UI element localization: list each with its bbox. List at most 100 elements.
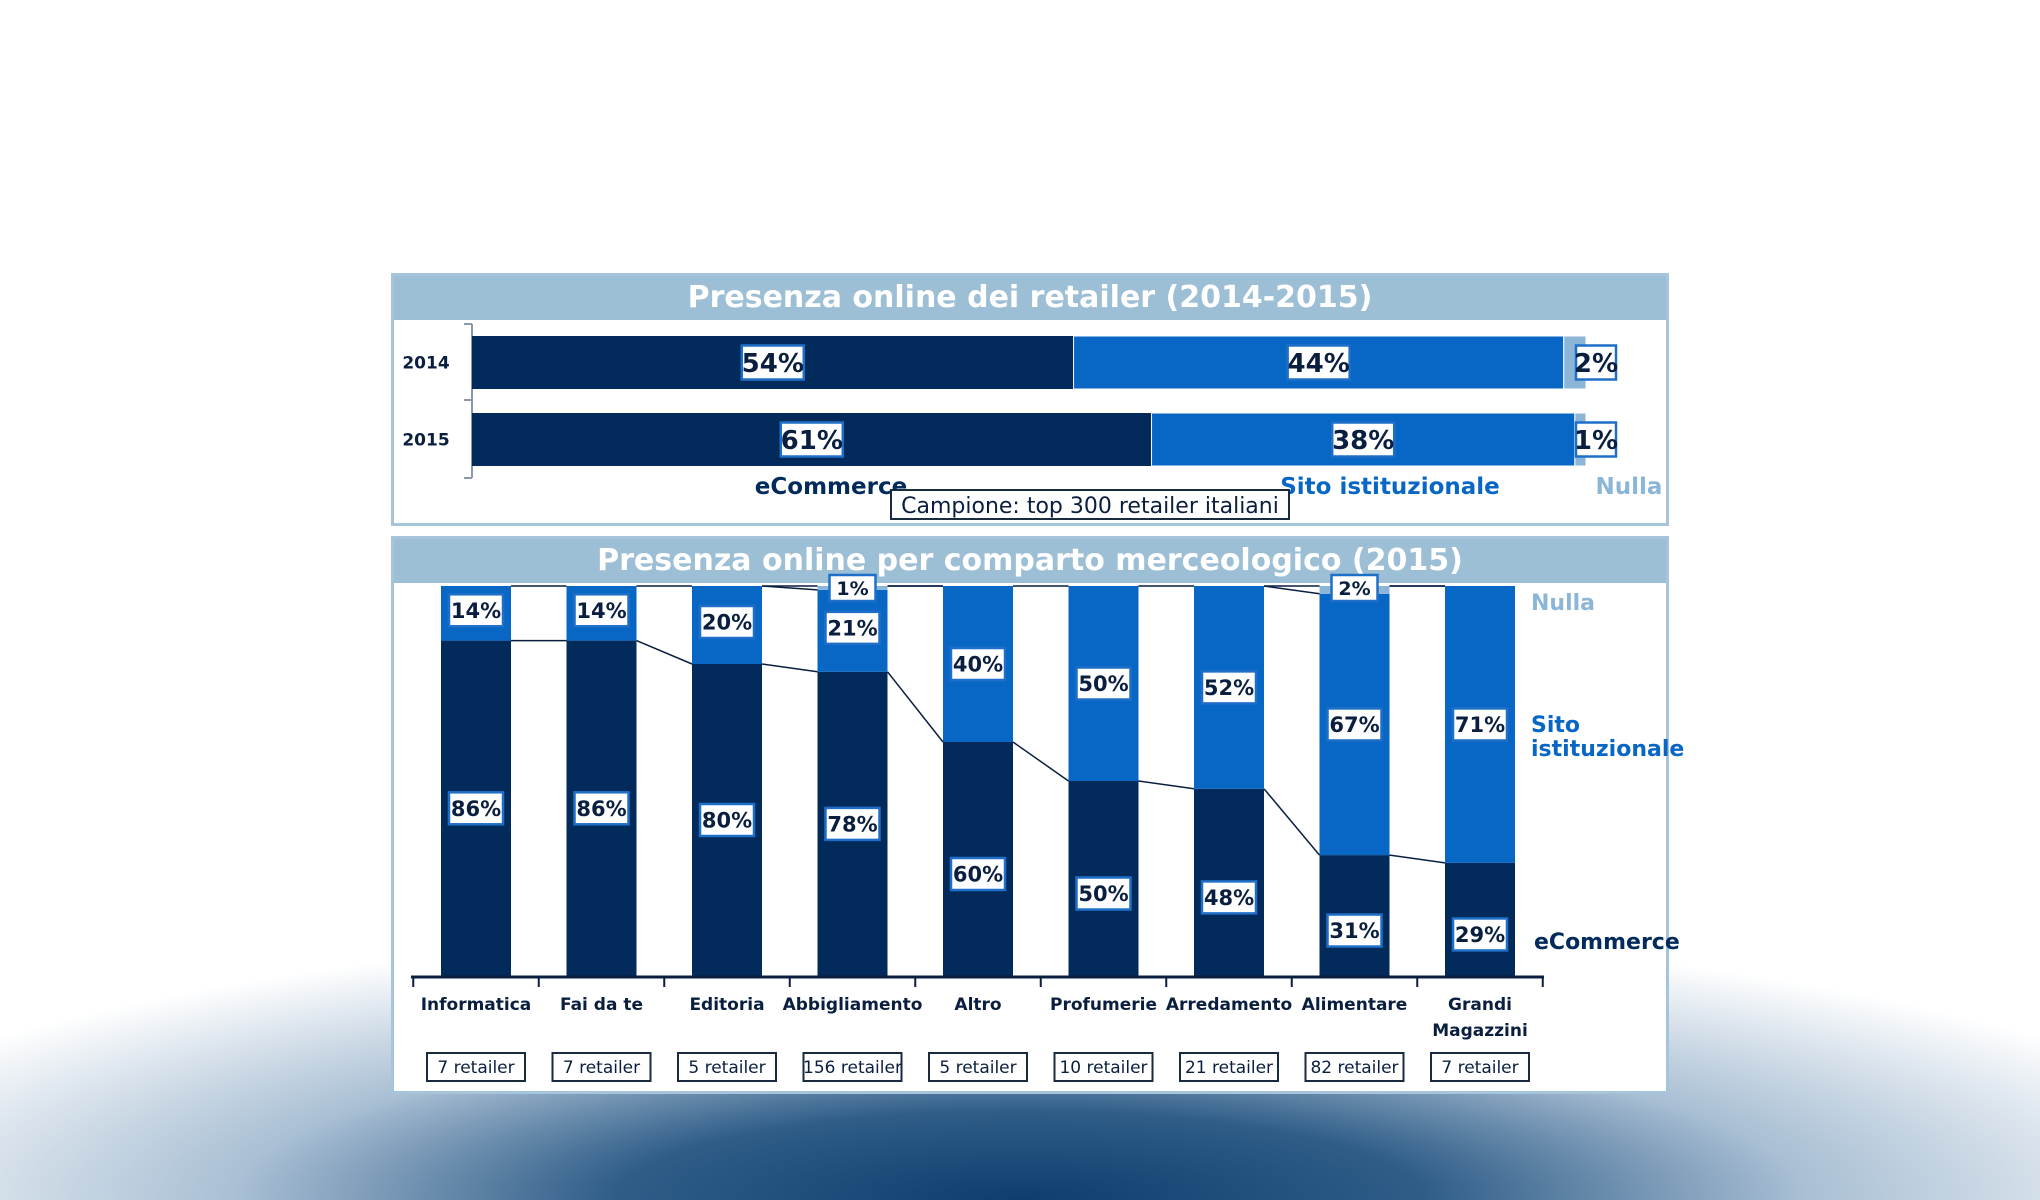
chart-panel-sectors: Presenza online per comparto merceologic… (391, 536, 1684, 1094)
legend-nulla: Nulla (1531, 591, 1595, 616)
label-2015-ecommerce-box (779, 421, 845, 458)
retailer-box-altro (928, 1052, 1028, 1082)
label-arredamento-ecommerce: 48% (1204, 886, 1254, 910)
retailer-box-arredamento (1179, 1052, 1279, 1082)
label-informatica-ecommerce: 86% (451, 797, 501, 821)
chart2-svg: 86% 14% 86% 14% 80% 20% 78% 21% 1% 60% 40% 50% 50% 48… (411, 573, 1684, 1082)
label-altro-sito: 40% (953, 653, 1003, 677)
label-profumerie-sito: 50% (1078, 672, 1128, 696)
sample-note: Campione: top 300 retailer italiani (901, 494, 1279, 519)
chart-panel-annual: Presenza online dei retailer (2014-2015)… (391, 273, 1669, 526)
connector-ecommerce (1389, 854, 1446, 864)
legend-ecommerce: eCommerce (755, 474, 907, 500)
label-alimentare-ecommerce-box (1326, 913, 1383, 948)
label-profumerie-ecommerce: 50% (1078, 882, 1128, 906)
connector-ecommerce (636, 639, 693, 665)
category-label-abbigliamento: Abbigliamento (783, 995, 923, 1015)
legend-sito: Sito istituzionale (1280, 474, 1500, 500)
connector-ecommerce (886, 671, 944, 743)
category-label-alimentare: Alimentare (1302, 995, 1408, 1015)
sample-note-box (890, 489, 1290, 520)
label-alimentare-nulla: 2% (1338, 578, 1370, 600)
label-2014-ecommerce-box (740, 344, 806, 381)
label-fai-da-te-sito-box (573, 593, 630, 628)
category-label-editoria: Editoria (689, 995, 764, 1015)
retailer-count-abbigliamento: 156 retailer (803, 1058, 902, 1078)
chart1-category-label-2015: 2015 (402, 431, 449, 451)
label-2014-ecommerce: 54% (742, 349, 804, 379)
label-abbigliamento-nulla-box (828, 573, 877, 603)
label-arredamento-sito: 52% (1204, 676, 1254, 700)
chart1-svg: 2014 54% 44% 2% 2015 61% 38% 1% eCommerce Sito is… (402, 323, 1663, 520)
label-grandi-magazzini-ecommerce: 29% (1455, 923, 1505, 947)
retailer-box-profumerie (1053, 1052, 1154, 1082)
label-fai-da-te-ecommerce-box (573, 791, 630, 826)
label-grandi-magazzini-sito: 71% (1455, 713, 1505, 737)
label-fai-da-te-ecommerce: 86% (576, 797, 626, 821)
label-altro-ecommerce-box (949, 856, 1007, 892)
category-label-arredamento: Arredamento (1166, 995, 1292, 1015)
label-profumerie-sito-box (1075, 666, 1132, 701)
label-abbigliamento-ecommerce-box (824, 806, 881, 842)
chart2-title: Presenza online per comparto merceologic… (394, 539, 1666, 583)
legend-nulla: Nulla (1596, 474, 1663, 500)
retailer-count-profumerie: 10 retailer (1059, 1058, 1147, 1078)
label-2014-sito-istituzionale-box (1286, 344, 1351, 381)
connector-sito (761, 585, 818, 591)
label-abbigliamento-sito: 21% (827, 616, 877, 640)
retailer-count-alimentare: 82 retailer (1310, 1058, 1398, 1078)
retailer-box-fai-da-te (551, 1052, 652, 1082)
label-alimentare-ecommerce: 31% (1329, 919, 1379, 943)
label-arredamento-ecommerce-box (1200, 880, 1258, 915)
label-grandi-magazzini-ecommerce-box (1451, 917, 1509, 952)
retailer-count-editoria: 5 retailer (688, 1058, 765, 1078)
retailer-count-grandi-magazzini: 7 retailer (1441, 1058, 1518, 1078)
legend-ecommerce: eCommerce (1534, 930, 1680, 955)
label-abbigliamento-nulla: 1% (836, 578, 868, 600)
label-grandi-magazzini-sito-box (1451, 707, 1509, 742)
label-2014-nulla: 2% (1574, 349, 1618, 379)
category-label-altro: Altro (954, 995, 1001, 1015)
legend-sito: Sito istituzionale (1531, 713, 1684, 762)
retailer-count-altro: 5 retailer (939, 1058, 1016, 1078)
chart1-category-label-2014: 2014 (402, 354, 449, 374)
retailer-box-grandi-magazzini (1430, 1052, 1530, 1082)
label-profumerie-ecommerce-box (1075, 876, 1132, 911)
label-2015-nulla: 1% (1574, 426, 1618, 456)
retailer-count-informatica: 7 retailer (437, 1058, 514, 1078)
label-editoria-sito: 20% (702, 611, 752, 635)
label-2014-sito-istituzionale: 44% (1288, 349, 1350, 379)
label-alimentare-sito: 67% (1329, 713, 1379, 737)
label-alimentare-sito-box (1326, 707, 1383, 742)
label-editoria-ecommerce: 80% (702, 809, 752, 833)
label-informatica-ecommerce-box (447, 791, 505, 826)
category-label-profumerie: Profumerie (1050, 995, 1157, 1015)
label-altro-ecommerce: 60% (953, 863, 1003, 887)
connector-ecommerce (1263, 788, 1321, 856)
label-informatica-sito: 14% (451, 599, 501, 623)
retailer-box-informatica (426, 1052, 526, 1082)
chart1-title: Presenza online dei retailer (2014-2015) (394, 276, 1666, 320)
label-2015-sito-istituzionale: 38% (1332, 426, 1394, 456)
label-abbigliamento-ecommerce: 78% (827, 812, 877, 836)
label-fai-da-te-sito: 14% (576, 599, 626, 623)
connector-ecommerce (761, 663, 818, 673)
label-altro-sito-box (949, 646, 1007, 682)
label-arredamento-sito-box (1200, 670, 1258, 705)
label-2015-ecommerce: 61% (781, 426, 843, 456)
label-2015-sito-istituzionale-box (1330, 421, 1396, 458)
connector-ecommerce (1012, 741, 1069, 782)
category-label-grandi-magazzini: Grandi Magazzini (1432, 995, 1528, 1041)
label-editoria-sito-box (698, 604, 756, 640)
connector-sito (1263, 585, 1320, 595)
category-label-fai-da-te: Fai da te (560, 995, 643, 1015)
retailer-box-alimentare (1304, 1052, 1405, 1082)
retailer-count-fai-da-te: 7 retailer (563, 1058, 640, 1078)
retailer-box-abbigliamento (802, 1052, 903, 1082)
label-alimentare-nulla-box (1330, 573, 1379, 603)
label-2015-nulla-box (1574, 421, 1618, 458)
category-label-informatica: Informatica (421, 995, 532, 1015)
retailer-count-arredamento: 21 retailer (1185, 1058, 1273, 1078)
label-informatica-sito-box (447, 593, 505, 628)
connector-ecommerce (1138, 780, 1195, 790)
